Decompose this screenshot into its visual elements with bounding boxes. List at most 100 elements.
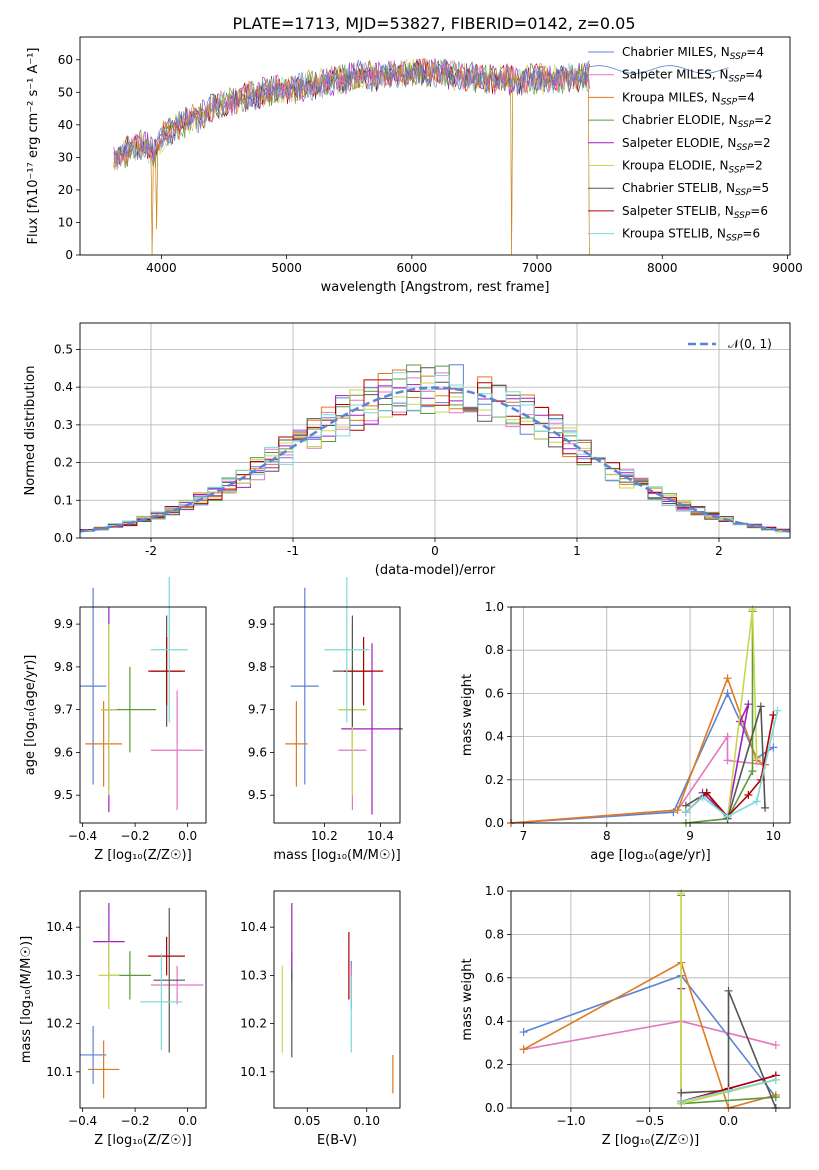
y-tick-label: 30 xyxy=(58,150,73,164)
weight-marker xyxy=(771,1075,780,1084)
x-tick-label: 7000 xyxy=(522,261,553,275)
legend-label: Salpeter STELIB, NSSP=6 xyxy=(622,204,768,221)
x-tick-label: 0.0 xyxy=(719,1114,738,1128)
y-tick-label: 10.2 xyxy=(46,1017,73,1031)
weight-marker xyxy=(748,767,757,776)
errorbar-kroupa-stelib xyxy=(324,577,370,723)
errorbar-chabrier-miles xyxy=(80,587,107,785)
errorbar-kroupa-miles xyxy=(85,701,122,787)
plot-area xyxy=(507,605,782,827)
y-axis-label: Flux [fλ10⁻¹⁷ erg cm⁻² s⁻¹ A⁻¹] xyxy=(26,48,41,245)
axes-frame xyxy=(273,890,401,1109)
y-tick-label: 9.7 xyxy=(54,703,73,717)
errorbar-salpeter-stelib xyxy=(148,636,185,706)
y-axis-label: age [log₁₀(age/yr)] xyxy=(23,655,38,776)
y-tick-label: 0.2 xyxy=(54,456,73,470)
weights-kroupa-stelib xyxy=(681,706,782,821)
chart-Z_weights: −1.0 −0.5 0.0 0.0 0.2 0.4 0.6 0.8 1.0 Z [log₁₀(Z/… xyxy=(460,884,791,1148)
weight-marker xyxy=(519,1045,528,1054)
x-tick-label: 4000 xyxy=(146,261,177,275)
errorbar-chabrier-miles xyxy=(80,1026,107,1084)
x-tick-label: 2 xyxy=(715,544,723,558)
chart-mass_vs_age: 10.2 10.4 9.5 9.6 9.7 9.8 9.9 mass [log₁₀(M/M☉)… xyxy=(248,577,403,863)
y-tick-label: 10.4 xyxy=(240,920,267,934)
y-tick-label: 40 xyxy=(58,118,73,132)
y-axis-label: mass weight xyxy=(460,958,475,1040)
y-tick-label: 10.4 xyxy=(46,920,73,934)
y-tick-label: 0.0 xyxy=(54,531,73,545)
x-tick-label: 0 xyxy=(431,544,439,558)
y-tick-label: 9.5 xyxy=(54,788,73,802)
x-tick-label: 5000 xyxy=(271,261,302,275)
weight-marker xyxy=(673,806,682,815)
weight-marker xyxy=(519,1028,528,1037)
y-tick-label: 10.1 xyxy=(240,1065,267,1079)
weight-marker xyxy=(724,1086,733,1095)
x-tick-label: 10.4 xyxy=(367,829,394,843)
y-tick-label: 0.2 xyxy=(485,1058,504,1072)
legend-label: Kroupa MILES, NSSP=4 xyxy=(622,90,755,107)
weight-marker xyxy=(677,1088,686,1097)
y-tick-label: 0.2 xyxy=(485,773,504,787)
weight-marker xyxy=(744,700,753,709)
weight-marker xyxy=(761,803,770,812)
y-tick-label: 9.8 xyxy=(248,660,267,674)
x-axis-label: age [log₁₀(age/yr)] xyxy=(590,848,711,863)
spectrum-legend: Chabrier MILES, NSSP=4 Salpeter MILES, NS… xyxy=(588,45,772,244)
plot-area xyxy=(79,364,791,538)
chart-Z_vs_age: −0.4 −0.2 0.0 9.5 9.6 9.7 9.8 9.9 Z [log₁₀(Z/Z☉)… xyxy=(23,577,207,863)
y-tick-label: 50 xyxy=(58,85,73,99)
y-tick-label: 0.5 xyxy=(54,342,73,356)
errorbar-kroupa-elodie xyxy=(101,624,117,796)
x-tick-label: 6000 xyxy=(397,261,428,275)
weight-line xyxy=(702,703,750,819)
y-tick-label: 20 xyxy=(58,183,73,197)
x-tick-label: −0.4 xyxy=(68,829,97,843)
legend-label: Salpeter MILES, NSSP=4 xyxy=(622,68,763,85)
x-tick-label: 0.05 xyxy=(294,1114,321,1128)
legend-label: Kroupa STELIB, NSSP=6 xyxy=(622,227,760,244)
x-tick-label: 8 xyxy=(603,829,611,843)
plot-area xyxy=(281,903,394,1094)
x-axis-label: Z [log₁₀(Z/Z☉)] xyxy=(94,1133,191,1148)
plot-area xyxy=(285,577,403,815)
weight-marker xyxy=(748,605,757,614)
axes-frame xyxy=(79,322,791,539)
y-tick-label: 9.9 xyxy=(248,617,267,631)
x-tick-label: -1 xyxy=(287,544,299,558)
y-tick-label: 0.0 xyxy=(485,816,504,830)
x-tick-label: −1.0 xyxy=(556,1114,585,1128)
y-tick-label: 9.9 xyxy=(54,617,73,631)
y-tick-label: 0.1 xyxy=(54,493,73,507)
weight-line xyxy=(685,714,775,818)
weight-marker xyxy=(702,788,711,797)
plot-area xyxy=(80,903,204,1099)
weight-marker xyxy=(723,732,732,741)
x-tick-label: -2 xyxy=(145,544,157,558)
y-tick-label: 0 xyxy=(65,248,73,262)
y-axis-label: mass weight xyxy=(460,674,475,756)
y-tick-label: 0.8 xyxy=(485,927,504,941)
x-tick-label: 0.10 xyxy=(353,1114,380,1128)
x-tick-label: 9000 xyxy=(772,261,803,275)
y-tick-label: 0.4 xyxy=(485,1014,504,1028)
axes-frame xyxy=(79,890,207,1109)
y-tick-label: 60 xyxy=(58,53,73,67)
weight-marker xyxy=(681,808,690,817)
weights-kroupa-stelib xyxy=(677,1075,780,1106)
y-tick-label: 1.0 xyxy=(485,600,504,614)
x-tick-label: 7 xyxy=(520,829,528,843)
y-tick-label: 0.6 xyxy=(485,686,504,700)
errorbar-kroupa-stelib xyxy=(150,577,188,723)
weight-marker xyxy=(698,793,707,802)
x-tick-label: 0.0 xyxy=(178,1114,197,1128)
x-tick-label: 10 xyxy=(766,829,781,843)
y-tick-label: 9.6 xyxy=(248,745,267,759)
weight-marker xyxy=(771,1093,780,1102)
chart-age_weights: 7 8 9 10 0.0 0.2 0.4 0.6 0.8 1.0 age [log₁₀(age/yr… xyxy=(460,600,791,863)
normal-reference-curve xyxy=(79,386,791,533)
y-tick-label: 10.2 xyxy=(240,1017,267,1031)
spectrum-line-chabrier-elodie xyxy=(113,59,590,169)
weight-line xyxy=(681,990,777,1109)
